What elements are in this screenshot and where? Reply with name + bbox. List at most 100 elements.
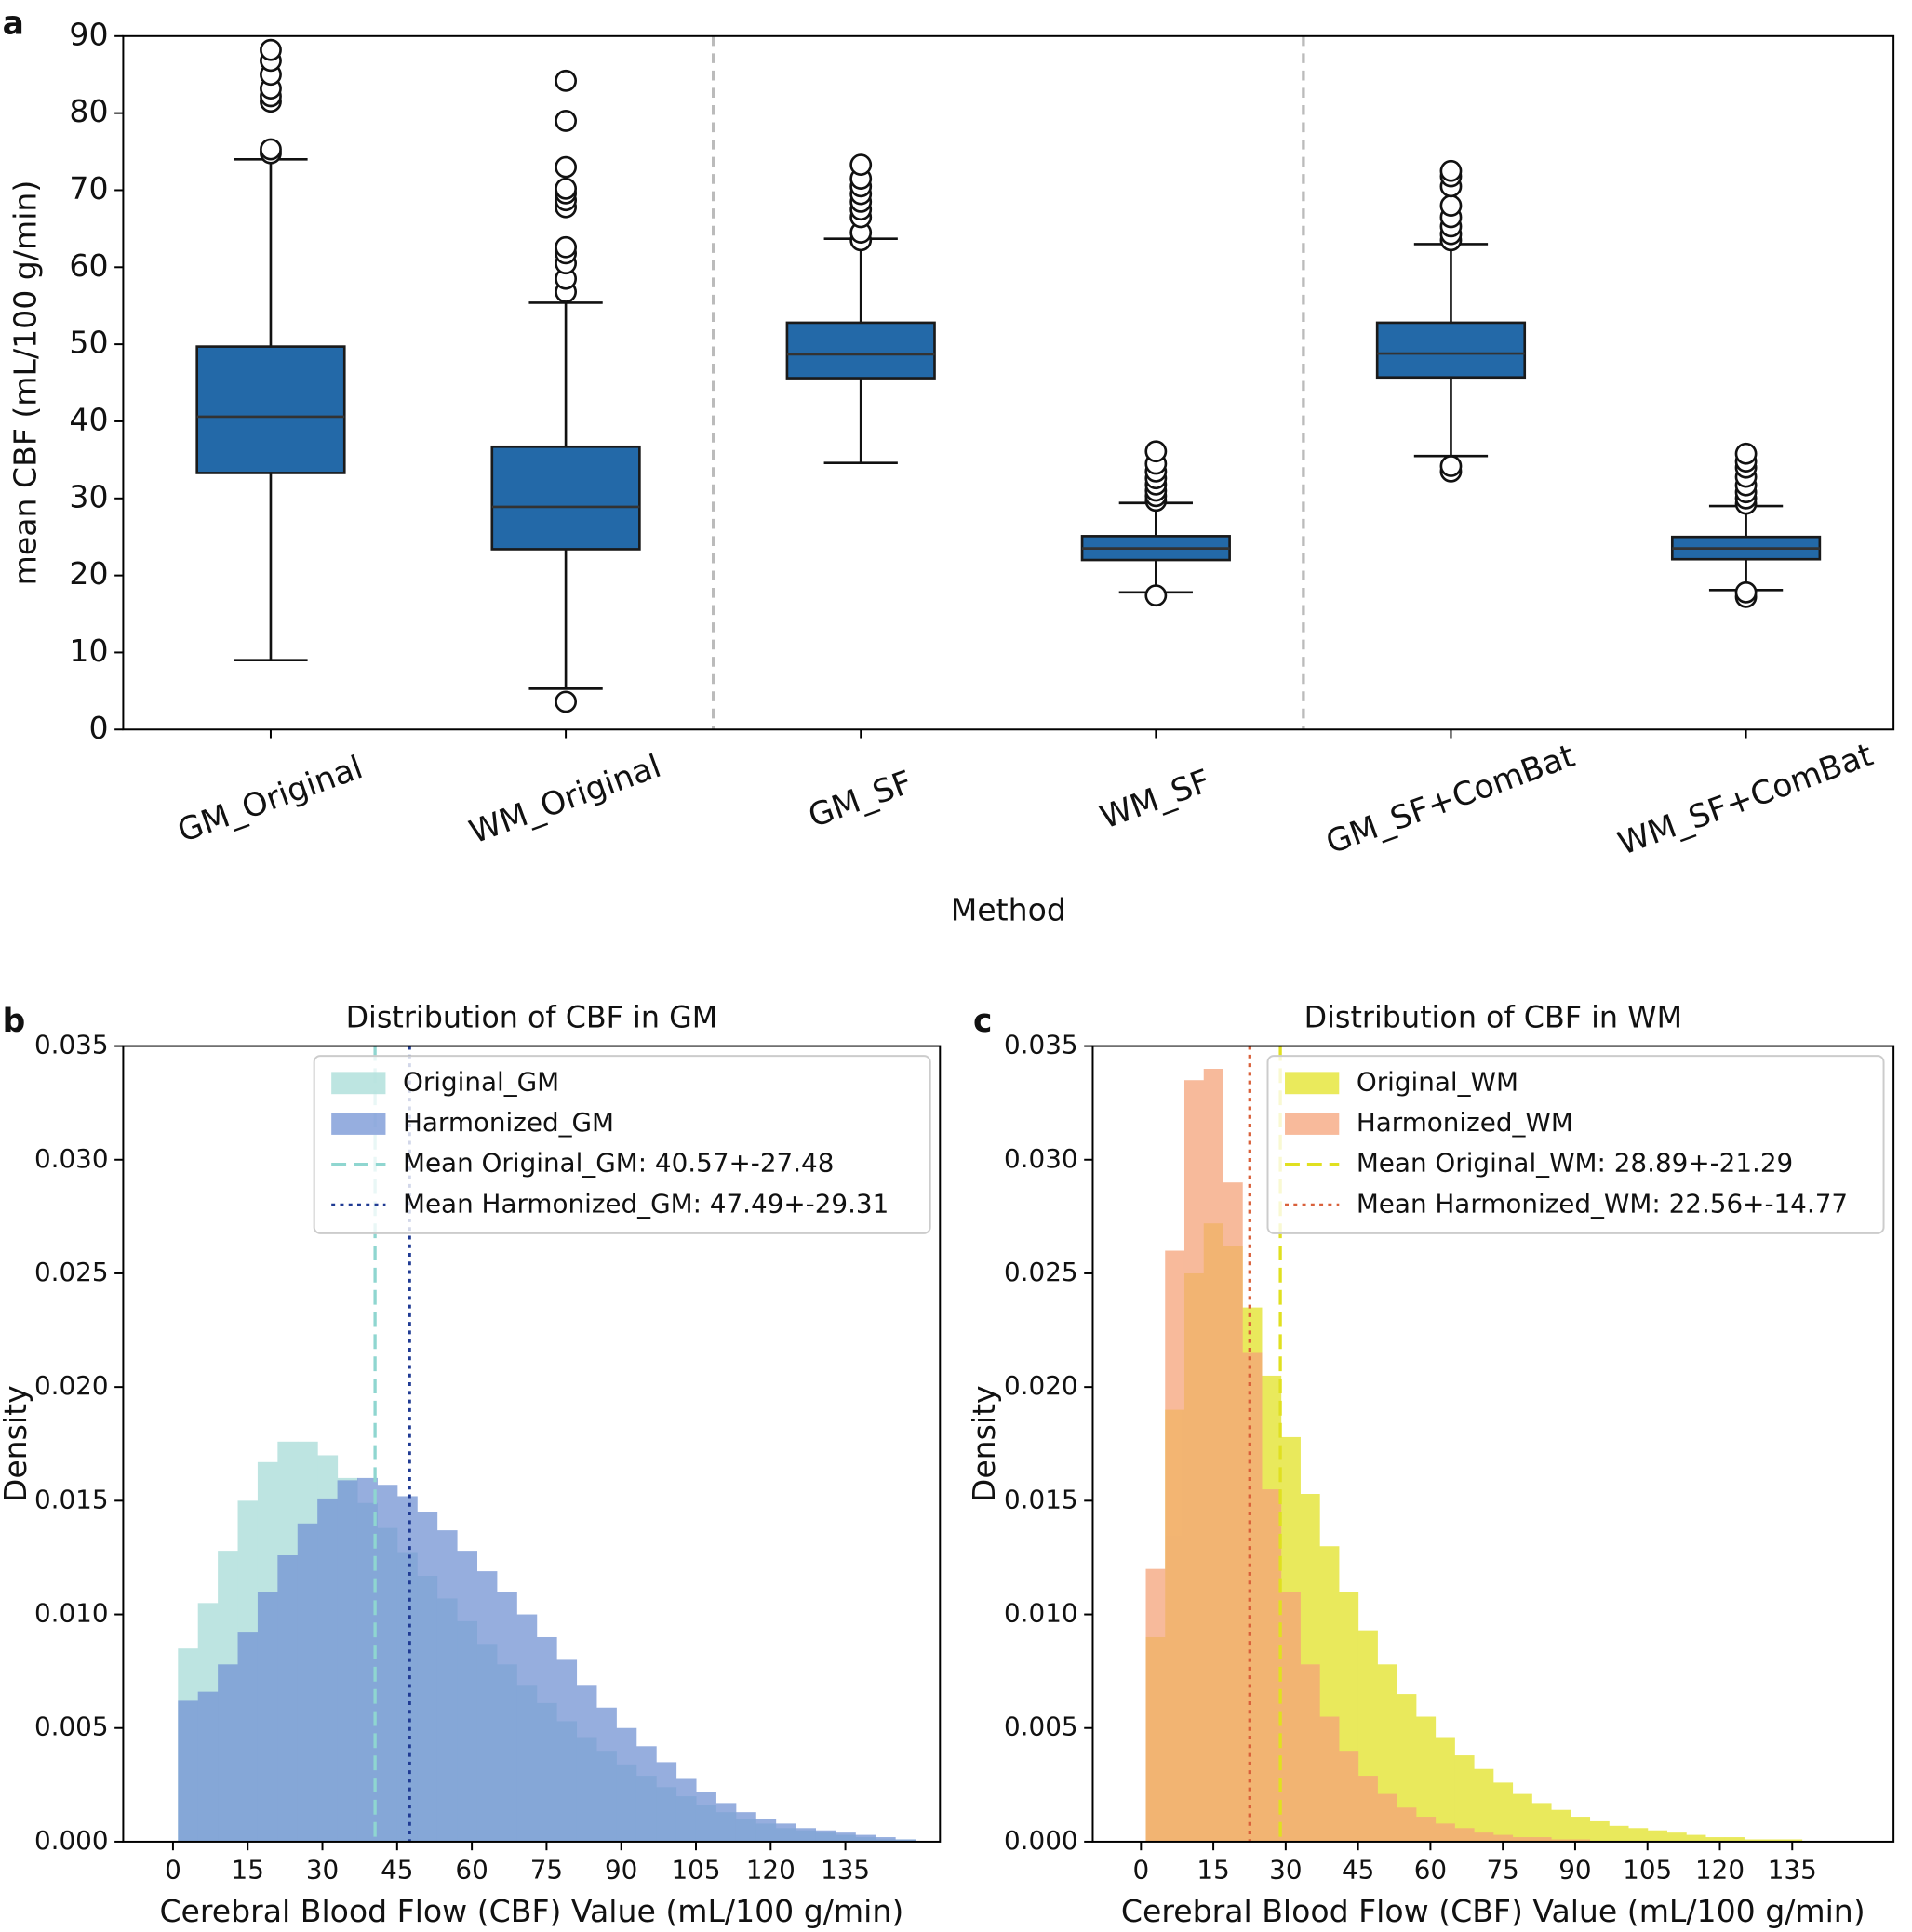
y-tick-label: 0.005 [1004, 1712, 1078, 1742]
box [490, 445, 641, 551]
legend-swatch [331, 1113, 386, 1135]
histogram-bar [197, 1691, 219, 1842]
x-tick-label: WM_SF [1095, 763, 1215, 837]
histogram-bar [1763, 1839, 1784, 1842]
x-tick-label: 60 [1414, 1855, 1447, 1885]
histogram-bar [1435, 1737, 1455, 1842]
y-tick-label: 60 [69, 247, 108, 284]
x-tick-label: 30 [1269, 1855, 1302, 1885]
histogram-bar [1203, 1069, 1223, 1842]
legend-label: Original_GM [403, 1066, 559, 1097]
histogram-bar [1627, 1828, 1649, 1842]
y-tick-label: 0.000 [34, 1825, 109, 1856]
histogram-bar [516, 1614, 538, 1842]
legend-label: Mean Harmonized_WM: 22.56+-14.77 [1357, 1188, 1848, 1219]
histogram-bar [1338, 1751, 1359, 1842]
outlier [260, 38, 282, 61]
histogram-bar [396, 1496, 418, 1842]
histogram-bar [796, 1828, 816, 1842]
histogram-bar [1589, 1820, 1610, 1842]
histogram-bar [1609, 1825, 1629, 1842]
histogram-bar [1319, 1716, 1340, 1842]
histogram-bar [675, 1778, 697, 1842]
y-tick-label: 0.015 [34, 1484, 109, 1514]
legend-label: Harmonized_GM [403, 1107, 614, 1138]
histogram-bar [895, 1839, 916, 1842]
histogram-bar [1415, 1817, 1437, 1842]
histogram-bar [1570, 1839, 1591, 1842]
x-tick-label: 0 [165, 1855, 181, 1885]
histogram-bar [835, 1832, 856, 1842]
histogram-bar [1492, 1834, 1514, 1842]
box [785, 321, 936, 380]
histogram-bar [1512, 1837, 1532, 1842]
outlier [555, 110, 578, 132]
histogram-bar [1666, 1832, 1687, 1842]
x-tick-label: 120 [1695, 1855, 1745, 1885]
histogram-bar [775, 1823, 796, 1842]
histogram-bar [356, 1477, 378, 1842]
x-tick-label: 45 [1342, 1855, 1374, 1885]
y-tick-label: 70 [69, 170, 108, 207]
plot-frame [122, 1045, 942, 1843]
y-tick-label: 0.030 [34, 1143, 109, 1174]
histogram-bar [875, 1837, 896, 1842]
legend-swatch [331, 1072, 386, 1095]
panel-letter: b [3, 1003, 26, 1040]
x-tick-label: 135 [1768, 1855, 1817, 1885]
outlier [1439, 159, 1463, 182]
histogram-bar [1183, 1080, 1205, 1842]
histogram-bar [735, 1812, 756, 1842]
y-axis-label: mean CBF (mL/100 g/min) [7, 180, 44, 586]
histogram-bar [1165, 1250, 1185, 1842]
y-tick-label: 0.025 [34, 1257, 109, 1287]
legend-label: Original_WM [1357, 1066, 1518, 1097]
plot-frame [1091, 1045, 1895, 1843]
histogram-bar [595, 1707, 617, 1842]
y-axis-label: Density [966, 1385, 1002, 1502]
outlier [555, 69, 578, 92]
legend-label: Harmonized_WM [1357, 1107, 1573, 1138]
legend-box [1266, 1055, 1885, 1234]
legend-swatch [1285, 1113, 1340, 1135]
x-tick-label: 15 [1197, 1855, 1229, 1885]
outlier [555, 690, 578, 713]
histogram-bar [476, 1571, 498, 1842]
histogram-bar [695, 1792, 716, 1842]
chart-title: Distribution of CBF in GM [346, 1001, 718, 1034]
outlier [1439, 194, 1463, 217]
histogram-bar [496, 1592, 517, 1842]
histogram-bar [656, 1762, 677, 1842]
histogram-bar [1551, 1809, 1571, 1842]
y-tick-label: 40 [69, 401, 108, 437]
x-tick-label: 120 [746, 1855, 796, 1885]
outlier [1144, 440, 1168, 463]
x-tick-label: 0 [1132, 1855, 1149, 1885]
panel-letter: a [3, 5, 24, 42]
x-tick-label: 135 [821, 1855, 870, 1885]
x-tick-label: 30 [306, 1855, 339, 1885]
x-tick-label: 105 [671, 1855, 720, 1885]
x-tick-label: WM_Original [464, 748, 665, 851]
chart-title: Distribution of CBF in WM [1304, 1001, 1682, 1034]
x-tick-label: 15 [232, 1855, 264, 1885]
histogram-bar [1531, 1803, 1552, 1842]
x-tick-label: GM_SF [804, 764, 917, 835]
histogram-bar [178, 1700, 199, 1842]
y-tick-label: 0.010 [1004, 1598, 1078, 1629]
histogram-bar [815, 1830, 836, 1842]
histogram-bar [1223, 1182, 1243, 1842]
histogram-bar [1724, 1837, 1745, 1842]
histogram-bar [1744, 1839, 1764, 1842]
y-tick-label: 0.005 [34, 1712, 109, 1742]
histogram-bar [1570, 1817, 1591, 1842]
histogram-bar [1261, 1489, 1282, 1842]
histogram-bar [337, 1480, 358, 1842]
outlier [1439, 455, 1463, 477]
y-tick-label: 0.000 [1004, 1825, 1078, 1856]
histogram-bar [576, 1685, 597, 1842]
box [195, 345, 346, 474]
x-tick-label: 75 [530, 1855, 563, 1885]
x-tick-label: GM_SF+ComBat [1321, 738, 1580, 862]
